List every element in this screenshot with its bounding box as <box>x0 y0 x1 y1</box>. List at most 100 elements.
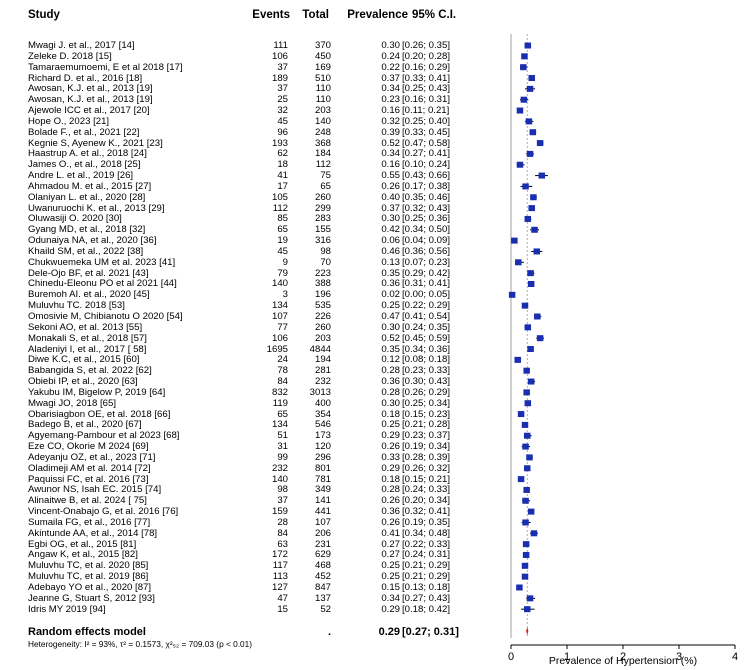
study-prevalence: 0.28 <box>381 365 400 377</box>
study-name: Ajewole ICC et al., 2017 [20] <box>28 105 150 117</box>
study-row: Olaniyan L. et al., 2020 [28] 105 260 0.40[… <box>0 192 510 203</box>
study-prevalence: 0.30 <box>381 40 400 51</box>
study-marker <box>521 562 529 569</box>
header-events: Events <box>252 9 290 21</box>
study-ci: [0.24; 0.35] <box>402 321 451 333</box>
study-total: 546 <box>314 419 331 431</box>
study-row: Odunaiya NA, et al., 2020 [36] 19 316 0.06[… <box>0 235 510 246</box>
study-ci: [0.22; 0.33] <box>402 538 451 550</box>
study-row: Zeleke D. 2018 [15] 106 450 0.24 [0.20; 0.28… <box>0 51 510 62</box>
study-total: 299 <box>314 202 331 214</box>
study-ci: [0.36; 0.56] <box>402 245 451 257</box>
study-ci: [0.19; 0.35] <box>402 516 451 528</box>
study-marker <box>528 75 535 82</box>
study-row: Khaild SM, et al., 2022 [38] 45 98 0.46 [0.3… <box>0 246 510 257</box>
study-name: Awunor NS, Isah EC. 2015 [74] <box>28 484 162 496</box>
study-marker <box>524 324 532 331</box>
study-total: 349 <box>314 484 331 496</box>
study-name: Oladimeji AM et al. 2014 [72] <box>28 462 151 474</box>
study-ci: [0.34; 0.48] <box>402 527 451 539</box>
study-marker <box>523 367 530 374</box>
study-row: Chukwuemeka UM et al. 2023 [41] 9 70 0.13 [0… <box>0 257 510 268</box>
study-name: Zeleke D. 2018 [15] <box>28 50 112 62</box>
study-events: 105 <box>271 191 288 203</box>
study-prevalence: 0.27 <box>381 538 400 550</box>
study-ci: [0.24; 0.33] <box>402 484 451 496</box>
study-ci: [0.34; 0.36] <box>402 343 451 355</box>
study-ci: [0.33; 0.45] <box>402 126 451 138</box>
study-name: Idris MY 2019 [94] <box>28 603 106 615</box>
x-tick-label: 3 <box>676 651 682 663</box>
study-events: 65 <box>277 224 288 236</box>
study-prevalence: 0.37 <box>381 202 400 214</box>
study-row: Eze CO, Okorie M 2024 [69] 31 120 0.26 [0.19… <box>0 441 510 452</box>
study-prevalence: 0.32 <box>381 115 400 127</box>
study-name: Dele-Ojo BF, et al. 2021 [43] <box>28 267 149 279</box>
study-events: 117 <box>272 560 288 572</box>
study-marker <box>517 476 525 483</box>
study-prevalence: 0.28 <box>381 386 400 398</box>
study-row: Mwagi JO, 2018 [65] 119 400 0.30 [0.25; 0.34… <box>0 398 510 409</box>
study-row: Adebayo YO et al., 2020 [87] 127 847 0.15 [0… <box>0 582 510 593</box>
study-row: Oladimeji AM et al. 2014 [72] 232 801 0.29[… <box>0 463 510 474</box>
study-name: Muluvhu TC. 2018 [53] <box>28 300 125 312</box>
study-events: 41 <box>277 170 288 182</box>
study-prevalence: 0.13 <box>381 256 400 268</box>
header-prevalence: Prevalence <box>347 9 408 21</box>
study-total: 120 <box>314 441 331 453</box>
study-events: 79 <box>277 267 288 279</box>
study-ci: [0.33; 0.41] <box>402 72 451 84</box>
study-prevalence: 0.23 <box>381 94 400 106</box>
study-marker <box>511 237 518 244</box>
study-row: Muluvhu TC, et al. 2019 [86] 113 452 0.25 [0… <box>0 571 510 582</box>
study-ci: [0.24; 0.31] <box>402 549 451 561</box>
study-prevalence: 0.39 <box>381 126 400 138</box>
study-total: 368 <box>314 137 331 149</box>
study-name: Uwanuruochi K. et al., 2013 [29] <box>28 202 165 214</box>
study-row: Agyemang-Pambour et al 2023 [68] 51 173 0.2… <box>0 430 510 441</box>
study-row: Sekoni AO, et al. 2013 [55] 77 260 0.30 [0.2… <box>0 322 510 333</box>
study-marker <box>522 551 530 558</box>
study-marker <box>523 389 530 396</box>
study-name: Kegnie S, Ayenew K., 2021 [23] <box>28 137 163 149</box>
study-events: 96 <box>277 126 288 138</box>
study-row: Bolade F., et al., 2021 [22] 96 248 0.39 [0.… <box>0 127 510 138</box>
study-row: Awosan, K.J. et al., 2013 [19] 25 110 0.23[… <box>0 94 510 105</box>
study-total: 52 <box>320 603 331 615</box>
study-prevalence: 0.25 <box>381 419 400 431</box>
study-row: Muluvhu TC, et al. 2020 [85] 117 468 0.25 [0… <box>0 560 510 571</box>
study-total: 155 <box>314 224 331 236</box>
study-events: 19 <box>277 235 288 247</box>
study-total: 140 <box>314 115 331 127</box>
study-total: 137 <box>314 592 331 604</box>
study-row: Chinedu-Eleonu PO et al 2021 [44] 140 388 0… <box>0 278 510 289</box>
study-events: 45 <box>277 245 288 257</box>
study-marker <box>514 356 521 363</box>
study-marker <box>517 411 525 418</box>
study-name: Obiebi IP, et al., 2020 [63] <box>28 376 138 388</box>
study-row: Awosan, K.J. et al., 2013 [19] 37 110 0.34[… <box>0 83 510 94</box>
study-row: Aladeniyi I, et al., 2017 [ 58] 1695 4844 0… <box>0 344 510 355</box>
summary-prevalence: 0.29 <box>378 626 400 638</box>
study-name: Akintunde AA, et al., 2014 [78] <box>28 527 158 539</box>
study-marker <box>516 161 524 168</box>
study-total: 110 <box>315 94 331 106</box>
study-total: 260 <box>314 321 331 333</box>
study-total: 107 <box>314 516 331 528</box>
study-ci: [0.21; 0.28] <box>402 419 451 431</box>
study-total: 169 <box>314 61 331 73</box>
study-name: Muluvhu TC, et al. 2019 [86] <box>28 571 149 583</box>
study-marker <box>522 183 529 190</box>
study-total: 847 <box>314 582 331 593</box>
study-prevalence: 0.25 <box>381 300 400 312</box>
study-ci: [0.41; 0.54] <box>402 311 451 322</box>
study-name: Odunaiya NA, et al., 2020 [36] <box>28 235 157 247</box>
study-total: 781 <box>314 473 331 485</box>
study-prevalence: 0.40 <box>381 191 400 203</box>
study-ci: [0.32; 0.41] <box>402 506 451 518</box>
study-name: Diwe K.C, et al., 2015 [60] <box>28 354 140 366</box>
study-marker <box>522 519 529 526</box>
study-ci: [0.34; 0.50] <box>402 224 451 236</box>
summary-diamond <box>526 627 529 635</box>
